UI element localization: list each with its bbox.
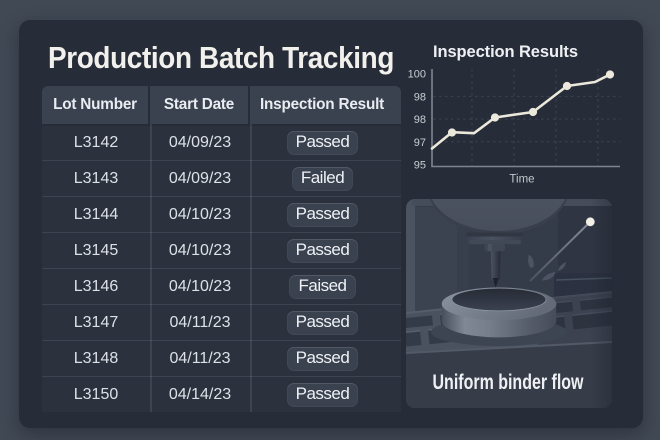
svg-text:97: 97: [414, 137, 426, 149]
svg-text:100: 100: [408, 68, 426, 80]
svg-text:95: 95: [414, 160, 426, 172]
svg-text:98: 98: [414, 91, 426, 103]
svg-text:Uniform binder flow: Uniform binder flow: [433, 371, 585, 394]
svg-text:Time: Time: [509, 174, 534, 186]
svg-text:98: 98: [414, 114, 426, 126]
